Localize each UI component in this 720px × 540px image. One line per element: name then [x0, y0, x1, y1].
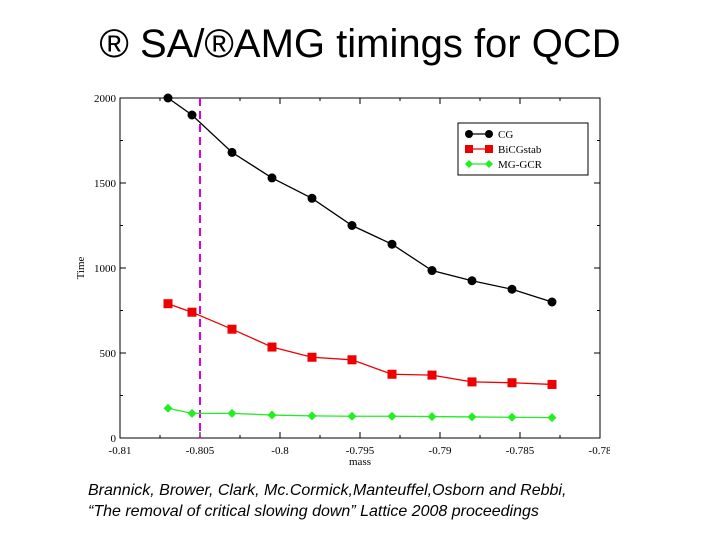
- caption: Brannick, Brower, Clark, Mc.Cormick,Mant…: [88, 480, 708, 522]
- data-point-cg: [507, 284, 517, 294]
- y-tick-label: 1500: [94, 178, 117, 190]
- data-point-mg-gcr: [427, 412, 437, 422]
- data-point-cg: [467, 276, 477, 286]
- y-tick-label: 2000: [94, 93, 117, 105]
- data-point-mg-gcr: [347, 411, 357, 421]
- data-point-mg-gcr: [307, 411, 317, 421]
- caption-line-1: Brannick, Brower, Clark, Mc.Cormick,Mant…: [88, 482, 567, 499]
- data-point-mg-gcr: [547, 413, 557, 423]
- data-point-cg: [387, 239, 397, 249]
- data-point-bicgstab: [267, 342, 277, 352]
- legend-marker-mg-gcr: [485, 160, 493, 168]
- data-point-bicgstab: [187, 307, 197, 317]
- legend-label-mg-gcr: MG-GCR: [498, 159, 543, 171]
- data-point-bicgstab: [307, 352, 317, 362]
- y-axis: 0 500 1000 1500 2000: [94, 93, 600, 445]
- legend-label-bicgstab: BiCGstab: [498, 144, 542, 156]
- series-cg: [163, 93, 557, 307]
- data-point-cg: [307, 193, 317, 203]
- series-bicgstab: [163, 299, 557, 389]
- data-point-mg-gcr: [187, 408, 197, 418]
- x-tick-label: -0.8: [271, 445, 289, 457]
- data-point-bicgstab: [547, 379, 557, 389]
- x-tick-label: -0.795: [346, 445, 375, 457]
- legend-marker-cg: [465, 130, 473, 138]
- data-point-cg: [163, 93, 173, 103]
- data-point-cg: [427, 266, 437, 276]
- slide-title: ® SA/®AMG timings for QCD: [99, 22, 621, 66]
- y-tick-label: 1000: [94, 263, 117, 275]
- data-point-bicgstab: [387, 369, 397, 379]
- data-point-cg: [347, 221, 357, 230]
- data-point-bicgstab: [347, 355, 357, 365]
- legend-marker-mg-gcr: [465, 160, 473, 168]
- x-tick-label: -0.78: [589, 445, 610, 457]
- data-point-mg-gcr: [163, 403, 173, 413]
- y-tick-label: 500: [100, 348, 117, 360]
- series-mg-gcr: [163, 403, 557, 423]
- x-tick-label: -0.79: [429, 445, 452, 457]
- x-axis-label: mass: [349, 456, 371, 468]
- legend-label-cg: CG: [498, 129, 513, 141]
- data-point-mg-gcr: [467, 412, 477, 422]
- data-point-mg-gcr: [267, 410, 277, 420]
- legend-marker-bicgstab: [465, 145, 473, 153]
- x-tick-label: -0.785: [506, 445, 535, 457]
- data-point-cg: [227, 147, 237, 157]
- data-point-bicgstab: [427, 370, 437, 380]
- data-point-mg-gcr: [227, 408, 237, 418]
- data-point-cg: [267, 173, 277, 183]
- data-point-bicgstab: [163, 299, 173, 309]
- timing-chart: -0.81 -0.805 -0.8 -0.795 -0.79 -0.785 -0.78 0 5…: [75, 93, 610, 468]
- caption-line-2: “The removal of critical slowing down” L…: [88, 503, 539, 520]
- x-axis: -0.81 -0.805 -0.8 -0.795 -0.79 -0.785 -0.78: [109, 98, 610, 457]
- x-tick-label: -0.805: [186, 445, 215, 457]
- legend-marker-bicgstab: [485, 145, 493, 153]
- x-tick-label: -0.81: [109, 445, 132, 457]
- data-point-bicgstab: [507, 378, 517, 388]
- data-point-bicgstab: [227, 324, 237, 334]
- data-point-cg: [547, 297, 557, 307]
- y-tick-label: 0: [111, 433, 117, 445]
- data-point-mg-gcr: [507, 412, 517, 422]
- legend: CG BiCGstab MG-GCR: [457, 122, 589, 176]
- data-point-mg-gcr: [387, 411, 397, 421]
- y-axis-label: Time: [75, 256, 87, 279]
- legend-marker-cg: [485, 130, 493, 138]
- data-point-cg: [187, 110, 197, 120]
- data-point-bicgstab: [467, 377, 477, 387]
